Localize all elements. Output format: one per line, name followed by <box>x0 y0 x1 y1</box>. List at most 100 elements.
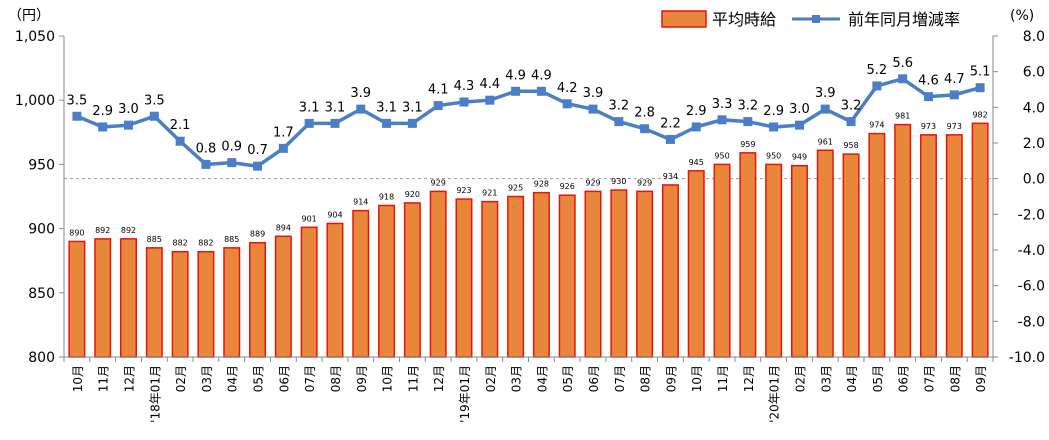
legend: 平均時給 前年同月増減率 <box>661 10 960 29</box>
rate-label: 0.8 <box>196 141 217 156</box>
wage-bar-label: 892 <box>121 226 136 235</box>
rate-marker <box>536 86 546 96</box>
wage-bar <box>945 134 963 358</box>
rate-marker <box>691 122 701 132</box>
rate-marker <box>588 104 598 114</box>
wage-bar <box>249 241 267 358</box>
rate-marker <box>175 136 185 146</box>
x-axis-label: 05月 <box>252 365 266 392</box>
wage-bar-label: 974 <box>869 121 884 130</box>
rate-marker <box>872 81 882 91</box>
rate-label: 2.9 <box>763 104 784 119</box>
rate-marker <box>562 99 572 109</box>
right-axis-tick-label: -4.0 <box>1018 243 1045 259</box>
x-axis-label: '19年01月 <box>458 365 472 423</box>
x-axis-label: 07月 <box>922 365 936 392</box>
x-axis-label: 05月 <box>871 365 885 392</box>
legend-bar-swatch <box>661 10 707 28</box>
left-axis-tick-label: 800 <box>28 350 55 366</box>
wage-bar-label: 961 <box>818 137 833 146</box>
rate-marker <box>278 143 288 153</box>
rate-marker <box>743 117 753 127</box>
rate-label: 3.9 <box>815 86 836 101</box>
x-axis-label: 08月 <box>329 365 343 392</box>
left-axis-tick-label: 1,050 <box>15 29 55 45</box>
wage-bar <box>145 247 163 358</box>
rate-label: 3.5 <box>67 93 88 108</box>
wage-bar-label: 882 <box>172 239 187 248</box>
wage-bar-label: 958 <box>843 141 858 150</box>
rate-marker <box>201 159 211 169</box>
rate-marker <box>769 122 779 132</box>
rate-label: 4.4 <box>479 77 500 92</box>
rate-marker <box>433 101 443 111</box>
wage-bar-label: 921 <box>482 189 497 198</box>
wage-bar-label: 973 <box>947 122 962 131</box>
wage-bar <box>713 163 731 358</box>
x-axis-label: 11月 <box>716 365 730 392</box>
rate-label: 4.1 <box>428 83 449 98</box>
x-axis-label: 06月 <box>277 365 291 392</box>
rate-label: 5.6 <box>892 56 913 71</box>
rate-marker <box>846 117 856 127</box>
rate-label: 2.8 <box>634 106 655 121</box>
rate-labels-group: 3.5 2.9 3.0 3.5 2.1 0.8 0.9 0.7 1.7 3.1 3.1 3.9 3.1 3… <box>67 56 991 158</box>
right-axis-tick-label: 0.0 <box>1023 172 1045 188</box>
x-axis-label: 09月 <box>664 365 678 392</box>
wage-bar-label: 885 <box>147 235 162 244</box>
x-axis-label: 06月 <box>587 365 601 392</box>
wage-bar <box>171 250 189 358</box>
right-axis-ticks: -10.0 -8.0 -6.0 -4.0 -2.0 0.0 2.0 4.0 6.0 8.0 <box>993 29 1045 366</box>
x-axis-label: 04月 <box>535 365 549 392</box>
rate-marker <box>407 118 417 128</box>
wage-bar-label: 914 <box>353 198 368 207</box>
rate-label: 3.5 <box>144 93 165 108</box>
rate-label: 0.9 <box>221 140 242 155</box>
rate-marker <box>227 158 237 168</box>
x-axis-label: 10月 <box>71 365 85 392</box>
rate-label: 3.1 <box>325 100 346 115</box>
wage-bar <box>584 190 602 358</box>
x-axis-label: 12月 <box>432 365 446 392</box>
wage-bar <box>532 191 550 358</box>
rate-marker <box>253 161 263 171</box>
x-axis-label: 12月 <box>742 365 756 392</box>
right-axis-tick-label: -10.0 <box>1009 350 1045 366</box>
rate-marker <box>665 134 675 144</box>
x-axis-label: 02月 <box>484 365 498 392</box>
left-axis-ticks: 800 850 900 950 1,000 1,050 <box>15 29 64 366</box>
rate-label: 4.2 <box>557 81 578 96</box>
rate-label: 5.1 <box>970 65 991 80</box>
wage-bar-label: 981 <box>895 112 910 121</box>
rate-label: 3.3 <box>712 97 733 112</box>
wage-bar <box>352 209 370 358</box>
wage-bar <box>300 226 318 358</box>
x-axis-label: 11月 <box>97 365 111 392</box>
wage-bar <box>455 198 473 358</box>
rate-marker <box>640 124 650 134</box>
x-axis-label: 07月 <box>303 365 317 392</box>
rate-label: 1.7 <box>273 125 294 140</box>
wage-bar <box>507 195 525 358</box>
wage-bar <box>223 247 241 358</box>
rate-marker <box>72 111 82 121</box>
rate-marker <box>949 90 959 100</box>
x-axis-label: 02月 <box>174 365 188 392</box>
wage-bar <box>94 238 112 358</box>
legend-bar-label: 平均時給 <box>712 10 776 29</box>
x-axis-label: '20年01月 <box>768 365 782 423</box>
rate-label: 3.0 <box>789 102 810 117</box>
wage-bar-label: 926 <box>560 182 575 191</box>
wage-bar <box>661 184 679 358</box>
wage-bar-label: 973 <box>921 122 936 131</box>
rate-label: 3.1 <box>376 100 397 115</box>
x-axis-labels: 10月 11月 12月 '18年01月 02月 03月 04月 05月 06月 07月 08月 09月… <box>63 357 994 423</box>
x-axis-label: 10月 <box>381 365 395 392</box>
x-axis-label: 10月 <box>690 365 704 392</box>
wage-bar-label: 904 <box>327 210 342 219</box>
wage-bar-label: 959 <box>740 140 755 149</box>
rate-label: 2.1 <box>170 118 191 133</box>
rate-label: 3.9 <box>583 86 604 101</box>
wage-bar-label: 934 <box>663 172 678 181</box>
rate-marker <box>794 120 804 130</box>
